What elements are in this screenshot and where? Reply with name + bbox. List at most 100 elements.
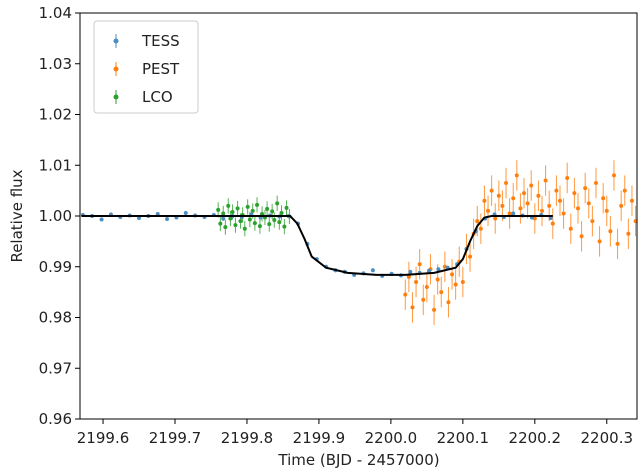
data-point (99, 217, 104, 222)
data-point (493, 216, 498, 221)
legend-box (93, 20, 199, 114)
data-point (608, 229, 613, 234)
legend-label: TESS (141, 32, 180, 50)
x-tick-label: 2199.9 (293, 429, 346, 447)
data-point (424, 285, 429, 290)
data-point (453, 282, 458, 287)
data-point (250, 208, 255, 213)
data-point (439, 290, 444, 295)
data-point (282, 224, 287, 229)
data-point (223, 225, 228, 230)
data-point (408, 269, 413, 274)
x-tick-label: 2200.0 (365, 429, 418, 447)
data-point (279, 210, 284, 215)
data-point (277, 220, 282, 225)
y-tick-label: 0.96 (39, 410, 72, 428)
data-point (137, 216, 142, 221)
data-point (554, 188, 559, 193)
data-point (414, 279, 419, 284)
y-tick-label: 0.99 (39, 258, 72, 276)
data-point (284, 205, 289, 210)
y-tick-label: 0.97 (39, 359, 72, 377)
data-point (460, 279, 465, 284)
data-point (183, 210, 188, 215)
data-point (482, 198, 487, 203)
data-point (155, 211, 160, 216)
data-point (435, 277, 440, 282)
data-point (496, 193, 501, 198)
data-point (252, 221, 257, 226)
data-point (575, 206, 580, 211)
data-point (221, 216, 226, 221)
data-point (427, 268, 432, 273)
data-point (272, 218, 277, 223)
data-point (403, 292, 408, 297)
data-point (421, 297, 426, 302)
data-point (557, 198, 562, 203)
data-point (265, 206, 270, 211)
data-point (450, 272, 455, 277)
data-point (543, 178, 548, 183)
data-point (238, 219, 243, 224)
data-point (629, 198, 634, 203)
legend-marker (113, 66, 119, 72)
data-point (615, 241, 620, 246)
data-point (406, 274, 411, 279)
data-point (257, 224, 262, 229)
y-tick-label: 1.04 (39, 4, 72, 22)
data-point (245, 204, 250, 209)
data-point (511, 196, 516, 201)
data-point (525, 201, 530, 206)
x-tick-label: 2200.1 (437, 429, 490, 447)
data-point (486, 208, 491, 213)
plot-area (80, 160, 637, 326)
y-tick-label: 0.98 (39, 309, 72, 327)
legend-marker (113, 94, 119, 100)
data-point (572, 191, 577, 196)
data-point (540, 208, 545, 213)
data-point (436, 267, 441, 272)
data-point (475, 219, 480, 224)
data-point (583, 186, 588, 191)
data-point (255, 202, 260, 207)
data-point (233, 223, 238, 228)
y-axis-label: Relative flux (8, 169, 26, 262)
data-point (221, 211, 226, 216)
data-point (611, 173, 616, 178)
data-point (432, 307, 437, 312)
data-point (275, 201, 280, 206)
y-tick-label: 1.00 (39, 207, 72, 225)
data-point (601, 196, 606, 201)
data-point (622, 188, 627, 193)
data-point (633, 219, 637, 224)
data-point (446, 300, 451, 305)
y-tick-label: 1.01 (39, 156, 72, 174)
data-point (626, 231, 631, 236)
x-axis-label: Time (BJD - 2457000) (277, 451, 439, 469)
data-point (579, 234, 584, 239)
data-point (507, 211, 512, 216)
data-point (548, 216, 553, 221)
data-point (216, 207, 221, 212)
data-point (230, 209, 235, 214)
data-point (565, 175, 570, 180)
data-point (518, 206, 523, 211)
data-point (410, 305, 415, 310)
data-point (370, 268, 375, 273)
data-point (165, 217, 170, 222)
data-point (590, 219, 595, 224)
data-point (522, 191, 527, 196)
y-tick-label: 1.03 (39, 55, 72, 73)
legend-marker (113, 38, 119, 44)
data-point (514, 173, 519, 178)
data-point (500, 203, 505, 208)
data-point (561, 211, 566, 216)
y-tick-label: 1.02 (39, 106, 72, 124)
data-point (597, 239, 602, 244)
data-point (504, 181, 509, 186)
x-tick-label: 2200.3 (581, 429, 634, 447)
data-point (604, 208, 609, 213)
x-tick-label: 2199.7 (149, 429, 202, 447)
legend-label: PEST (142, 60, 180, 78)
data-point (550, 221, 555, 226)
